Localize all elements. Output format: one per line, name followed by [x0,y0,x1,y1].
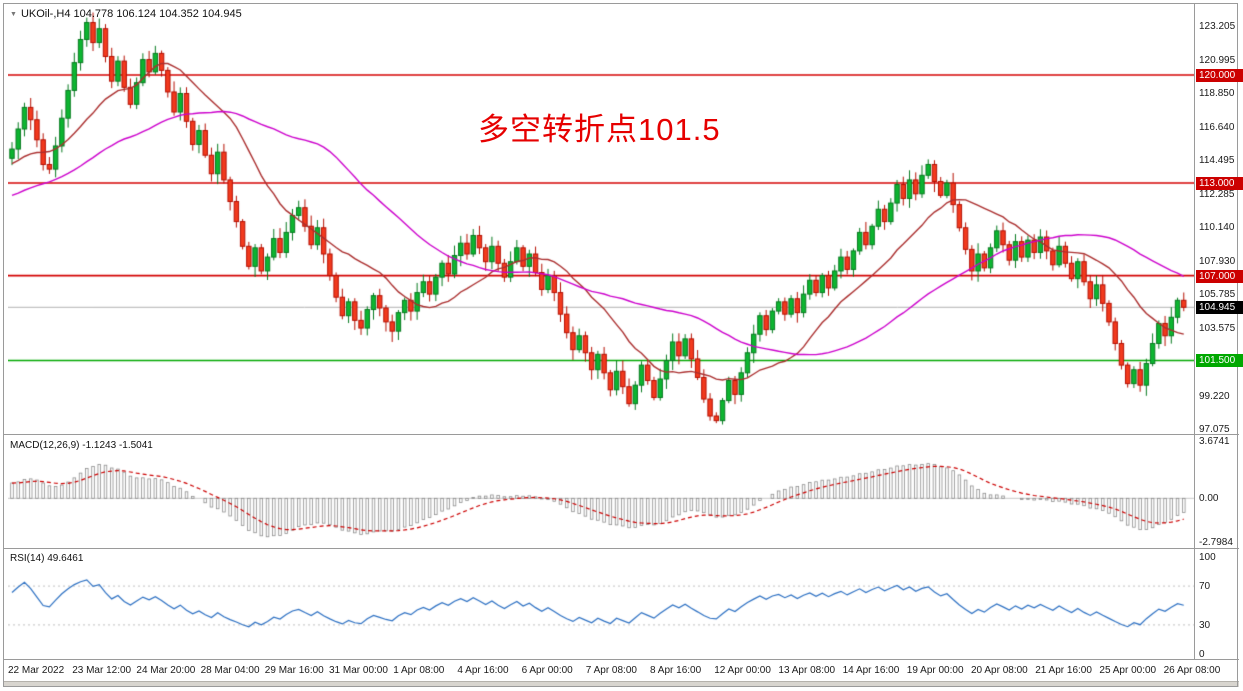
price-scale-separator [1194,4,1195,659]
time-axis-label: 8 Apr 16:00 [650,665,702,676]
time-axis-label: 20 Apr 08:00 [971,665,1028,676]
time-axis-label: 23 Mar 12:00 [72,665,132,676]
panel-divider [4,659,1239,660]
price-chart-canvas[interactable] [8,4,1194,433]
chart-symbol-title: ▼ UKOil-,H4 104.778 106.124 104.352 104.9… [10,8,242,20]
macd-indicator-label: MACD(12,26,9) -1.1243 -1.5041 [10,440,153,451]
panel-divider[interactable] [4,434,1239,435]
price-axis-label: 116.640 [1199,121,1235,133]
price-axis-label: 120.995 [1199,54,1236,66]
time-axis-label: 26 Apr 08:00 [1163,665,1221,676]
price-badge-current: 104.945 [1196,301,1243,315]
time-axis-label: 7 Apr 08:00 [585,665,637,676]
price-badge-resistance: 120.000 [1196,68,1243,82]
time-axis-label: 24 Mar 20:00 [136,665,196,676]
price-axis-label: 105.785 [1199,289,1236,301]
price-badge-resistance: 113.000 [1196,177,1243,190]
price-badge-resistance: 107.000 [1196,269,1243,283]
macd-axis-label: 3.6741 [1199,436,1230,447]
rsi-axis-label: 70 [1199,581,1211,593]
time-axis-label: 28 Mar 04:00 [200,665,260,676]
price-axis-label: 114.495 [1199,154,1235,166]
macd-axis-label: -2.7984 [1199,537,1233,548]
rsi-indicator-label: RSI(14) 49.6461 [10,553,84,564]
price-axis-label: 110.140 [1199,222,1235,234]
rsi-canvas[interactable] [8,550,1194,658]
price-axis-label: 99.220 [1199,390,1230,402]
rsi-axis-label: 100 [1199,552,1216,563]
price-axis-label: 123.205 [1199,20,1236,32]
macd-axis-label: 0.00 [1199,493,1219,505]
horizontal-scrollbar[interactable] [4,681,1239,687]
price-axis-label: 112.285 [1199,189,1235,201]
time-axis-label: 1 Apr 08:00 [393,665,445,676]
time-axis-label: 12 Apr 00:00 [714,665,771,676]
symbol-ohlc-text: UKOil-,H4 104.778 106.124 104.352 104.94… [20,8,242,20]
rsi-axis-label: 30 [1199,619,1211,631]
time-axis-label: 4 Apr 16:00 [457,665,509,676]
price-badge-support: 101.500 [1196,354,1243,368]
time-axis-label: 19 Apr 00:00 [906,665,964,676]
price-axis-label: 107.930 [1199,256,1236,268]
time-axis-label: 22 Mar 2022 [8,665,65,676]
rsi-axis-label: 0 [1199,649,1205,660]
pivot-annotation-text: 多空转折点101.5 [478,112,721,147]
time-axis-label: 29 Mar 16:00 [264,665,324,676]
price-axis-label: 103.575 [1199,323,1236,335]
time-axis-label: 25 Apr 00:00 [1099,665,1157,676]
time-axis-label: 31 Mar 00:00 [329,665,388,676]
time-axis-label: 6 Apr 00:00 [521,665,573,676]
price-axis-label: 97.075 [1199,423,1230,435]
time-axis-label: 14 Apr 16:00 [842,665,900,676]
time-axis-label: 13 Apr 08:00 [778,665,836,676]
macd-canvas[interactable] [8,437,1194,546]
panel-divider[interactable] [4,548,1239,549]
price-axis-label: 118.850 [1199,87,1235,99]
time-axis-label: 21 Apr 16:00 [1035,665,1092,676]
triangle-down-icon[interactable]: ▼ [10,11,17,18]
